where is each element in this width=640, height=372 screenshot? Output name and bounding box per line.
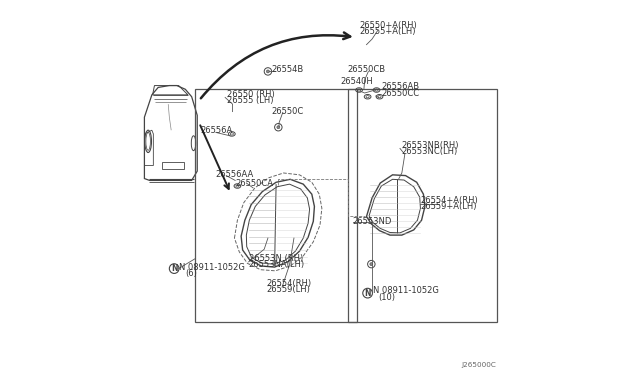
Text: J265000C: J265000C (462, 362, 497, 368)
Text: 26556AA: 26556AA (215, 170, 253, 179)
Text: 26554(RH): 26554(RH) (266, 279, 312, 288)
Text: 26553NB(RH): 26553NB(RH) (401, 141, 459, 150)
Text: (6): (6) (185, 269, 197, 278)
Text: 26540H: 26540H (340, 77, 373, 86)
Text: 26556AB: 26556AB (381, 82, 419, 91)
Text: 26556A: 26556A (200, 126, 232, 135)
Text: 26554B: 26554B (271, 65, 303, 74)
Text: 26550C: 26550C (271, 107, 304, 116)
Text: N 08911-1052G: N 08911-1052G (179, 263, 245, 272)
Circle shape (277, 126, 280, 129)
Bar (348, 89, 497, 322)
Text: 26554+A(RH): 26554+A(RH) (420, 196, 478, 205)
Text: N 08911-1052G: N 08911-1052G (373, 286, 438, 295)
Text: 26553NA(LH): 26553NA(LH) (248, 260, 305, 269)
Text: 26553N (RH): 26553N (RH) (248, 254, 303, 263)
FancyArrowPatch shape (200, 125, 229, 189)
Bar (195, 89, 357, 322)
Text: (10): (10) (378, 293, 396, 302)
Text: N: N (364, 289, 371, 298)
Text: 26550+A(RH): 26550+A(RH) (359, 21, 417, 30)
Text: 26550CB: 26550CB (347, 65, 385, 74)
Text: 26555+A(LH): 26555+A(LH) (359, 27, 415, 36)
Text: N: N (171, 264, 177, 273)
Bar (162, 162, 184, 169)
Circle shape (266, 70, 269, 73)
FancyArrowPatch shape (201, 32, 350, 98)
Text: 26550CA: 26550CA (235, 179, 273, 187)
Circle shape (370, 263, 373, 266)
Text: 26555 (LH): 26555 (LH) (227, 96, 273, 105)
Text: 26553ND: 26553ND (353, 217, 392, 226)
Text: 26550 (RH): 26550 (RH) (227, 90, 275, 99)
Text: 26559(LH): 26559(LH) (266, 285, 310, 294)
Text: 26553NC(LH): 26553NC(LH) (401, 147, 458, 156)
Text: 26550CC: 26550CC (381, 89, 419, 97)
Text: 26559+A(LH): 26559+A(LH) (420, 202, 477, 211)
